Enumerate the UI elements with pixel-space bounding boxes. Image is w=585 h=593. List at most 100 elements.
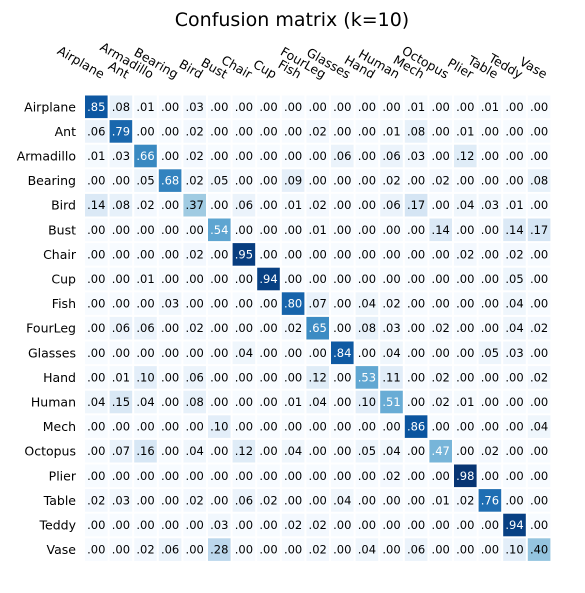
cell-value-label: .03	[161, 297, 179, 311]
heatmap-cell	[478, 144, 502, 168]
cell-value-label: .00	[358, 346, 376, 360]
heatmap-cell	[232, 243, 256, 266]
heatmap-cell	[454, 267, 477, 291]
heatmap-cell	[404, 316, 428, 340]
cell-value-label: .00	[87, 469, 105, 483]
cell-value-label: .00	[87, 223, 105, 237]
cell-value-label: .06	[333, 149, 351, 163]
heatmap-cell	[158, 415, 182, 438]
cell-value-label: .00	[235, 297, 253, 311]
heatmap-cell	[257, 513, 280, 537]
heatmap-cell	[503, 95, 526, 119]
heatmap-cell	[306, 415, 329, 438]
heatmap-cell	[380, 316, 403, 340]
heatmap-cell	[134, 169, 157, 192]
cell-value-label: .06	[136, 321, 154, 335]
heatmap-cell	[281, 292, 305, 315]
heatmap-cell	[257, 193, 280, 217]
cell-value-label: .00	[112, 247, 130, 261]
heatmap-cell	[503, 144, 526, 168]
cell-value-label: .05	[505, 272, 523, 286]
y-tick-labels: Airplane Ant Armadillo Bearing Bird Bust Chair…	[17, 99, 77, 557]
cell-value-label: .14	[432, 223, 450, 237]
heatmap-cell	[429, 120, 452, 143]
cell-value-label: .00	[259, 370, 277, 384]
cell-value-label: .00	[432, 247, 450, 261]
cell-value-label: .00	[481, 321, 499, 335]
heatmap-cell	[208, 267, 231, 291]
heatmap-cell	[503, 415, 526, 438]
heatmap-cell	[478, 513, 502, 537]
heatmap-cell	[85, 439, 108, 463]
heatmap-cell	[331, 316, 354, 340]
heatmap-cell	[109, 415, 133, 438]
heatmap-cell	[380, 390, 403, 414]
cell-value-label: .00	[210, 493, 228, 507]
cell-value-label: .00	[112, 469, 130, 483]
cell-value-label: .17	[530, 223, 548, 237]
cell-value-label: .00	[210, 321, 228, 335]
cell-value-label: .02	[309, 124, 327, 138]
heatmap-cell	[355, 292, 379, 315]
cell-value-label: .02	[382, 297, 400, 311]
heatmap-cell	[404, 144, 428, 168]
cell-value-label: .00	[87, 444, 105, 458]
cell-value-label: .00	[456, 297, 474, 311]
heatmap-cell	[503, 464, 526, 488]
heatmap-cell	[109, 464, 133, 488]
y-tick-label: Ant	[55, 124, 76, 139]
cell-value-label: .02	[382, 469, 400, 483]
heatmap-cell	[454, 415, 477, 438]
cell-value-label: .47	[432, 444, 450, 458]
cell-value-label: .98	[456, 469, 474, 483]
cell-value-label: .00	[481, 223, 499, 237]
heatmap-cell	[183, 316, 206, 340]
cell-value-label: .00	[456, 444, 474, 458]
heatmap-cell	[404, 95, 428, 119]
heatmap-cell	[134, 415, 157, 438]
heatmap-cell	[454, 193, 477, 217]
cell-value-label: .00	[333, 297, 351, 311]
heatmap-cell	[429, 316, 452, 340]
heatmap-cell	[134, 464, 157, 488]
heatmap-cell	[134, 316, 157, 340]
cell-value-label: .04	[456, 198, 474, 212]
heatmap-cell	[503, 366, 526, 389]
x-tick-labels: AirplaneAntArmadilloBearingBirdBustChair…	[55, 39, 550, 82]
cell-value-label: .00	[481, 247, 499, 261]
heatmap-cell	[454, 144, 477, 168]
heatmap-cell	[109, 538, 133, 561]
cell-value-label: .00	[87, 518, 105, 532]
heatmap-cell	[404, 390, 428, 414]
cell-value-label: .00	[235, 223, 253, 237]
heatmap-cell	[306, 218, 329, 242]
cell-value-label: .00	[456, 370, 474, 384]
heatmap-cell	[257, 538, 280, 561]
y-tick-label: Plier	[49, 468, 77, 483]
cell-value-label: .00	[235, 321, 253, 335]
heatmap-cell	[429, 95, 452, 119]
cell-value-label: .10	[358, 395, 376, 409]
heatmap-cell	[281, 243, 305, 266]
heatmap-cell	[380, 439, 403, 463]
cell-value-label: .00	[309, 272, 327, 286]
heatmap-cell	[503, 513, 526, 537]
cell-value-label: .00	[284, 223, 302, 237]
cell-value-label: .01	[456, 124, 474, 138]
cell-value-label: .00	[235, 370, 253, 384]
cell-value-label: .00	[432, 297, 450, 311]
cell-value-label: .00	[210, 272, 228, 286]
cell-value-label: .00	[235, 420, 253, 434]
heatmap-cell	[404, 489, 428, 512]
heatmap-cell	[429, 439, 452, 463]
cell-value-label: .00	[136, 223, 154, 237]
cell-value-label: .00	[333, 395, 351, 409]
cell-value-label: .00	[456, 223, 474, 237]
cell-value-label: .00	[161, 493, 179, 507]
heatmap-cell	[306, 390, 329, 414]
cell-value-label: .04	[235, 346, 253, 360]
heatmap-cell	[355, 218, 379, 242]
cell-value-label: .04	[382, 444, 400, 458]
heatmap-cell	[85, 120, 108, 143]
